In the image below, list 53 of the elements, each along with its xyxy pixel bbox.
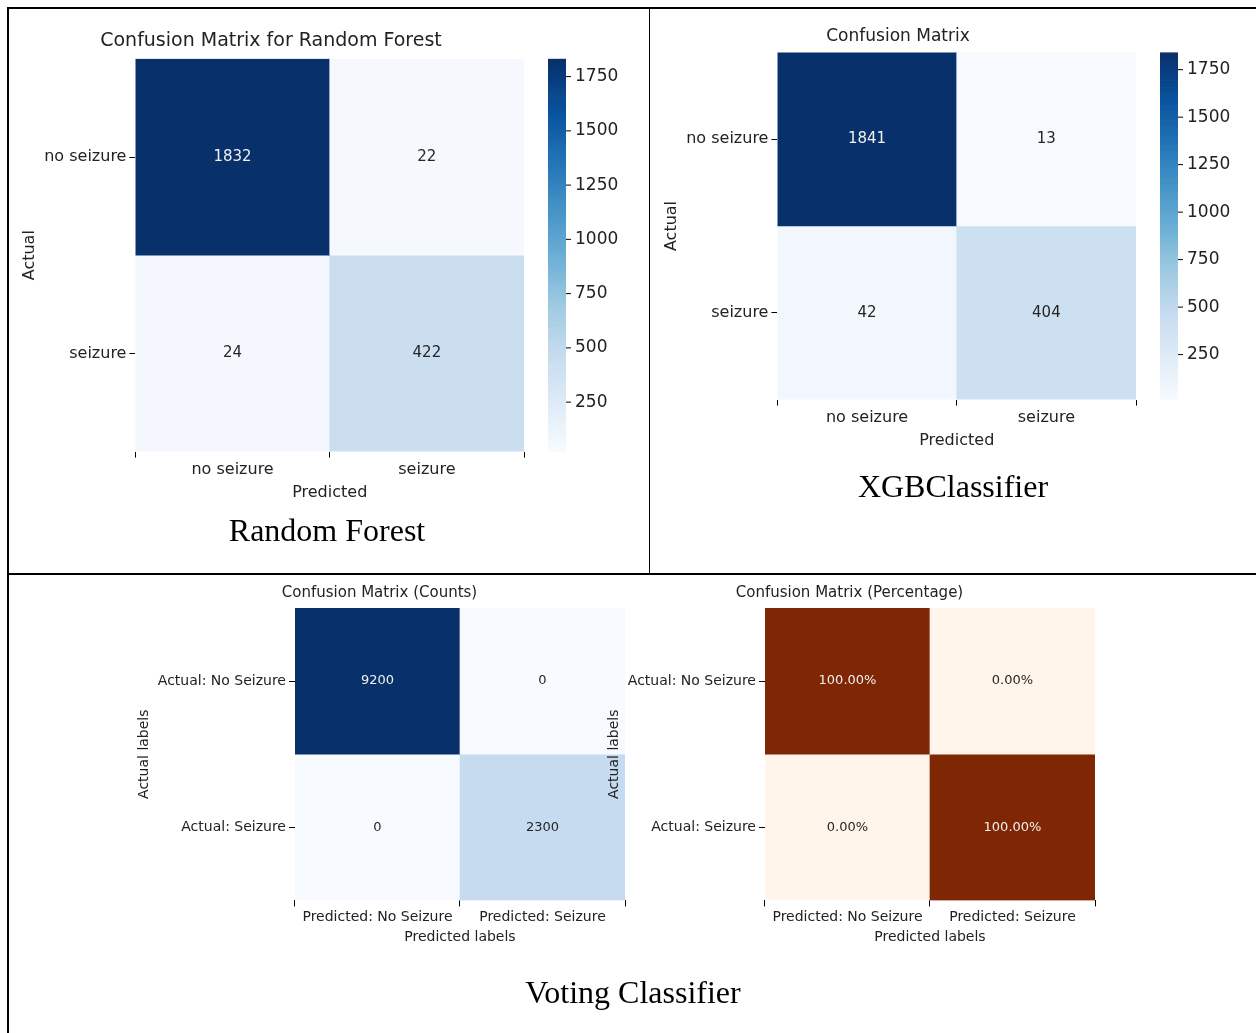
y-axis-title: Actual labels	[605, 709, 622, 799]
color-bar-label: 1000	[1187, 200, 1231, 221]
color-bar-label: 500	[1187, 295, 1220, 316]
data-label: 13	[1036, 129, 1056, 148]
chart-title: Confusion Matrix (Percentage)	[735, 582, 964, 601]
x-tick-label: Predicted: Seizure	[949, 908, 1076, 925]
data-label: 422	[412, 343, 442, 362]
color-bar-label: 250	[1187, 343, 1220, 364]
data-label: 0.00%	[991, 672, 1034, 688]
data-label: 100.00%	[983, 818, 1042, 834]
color-bar-label: 1250	[575, 173, 619, 194]
text: Voting Classifier	[525, 974, 741, 1011]
text: XGBClassifier	[857, 468, 1049, 505]
color-bar-label: 1750	[1187, 58, 1231, 79]
color-bar-label: 1000	[575, 227, 619, 248]
color-bar-label: 750	[1187, 248, 1220, 269]
color-bar-label: 1500	[575, 119, 619, 140]
y-tick-label: Actual: No Seizure	[157, 671, 286, 688]
data-label: 22	[417, 146, 437, 165]
data-label: 0	[373, 818, 382, 834]
color-bar-label: 500	[575, 336, 608, 357]
data-label: 1841	[847, 129, 887, 148]
data-label: 42	[857, 302, 877, 321]
data-label: 0	[538, 672, 547, 688]
data-label: 2300	[525, 818, 560, 834]
chart-title: Confusion Matrix	[826, 24, 970, 45]
y-axis-title: Actual	[660, 200, 680, 252]
data-label: 24	[223, 343, 243, 362]
data-label: 9200	[360, 672, 395, 688]
data-label: 0.00%	[826, 818, 869, 834]
chart-title: Confusion Matrix (Counts)	[281, 582, 478, 601]
y-axis-title: Actual	[18, 230, 38, 281]
data-label: 1832	[213, 146, 252, 165]
x-axis-title: Predicted labels	[404, 928, 516, 945]
y-axis-title: Actual labels	[135, 709, 152, 799]
y-tick-label: Actual: Seizure	[181, 817, 286, 834]
y-tick-label: Actual: No Seizure	[627, 671, 756, 688]
x-axis-title: Predicted labels	[874, 928, 986, 945]
x-axis-title: Predicted	[292, 481, 368, 501]
color-bar-label: 1500	[1187, 105, 1231, 126]
x-axis-title: Predicted	[919, 429, 995, 449]
x-tick-label: Predicted: Seizure	[479, 908, 606, 925]
x-tick-label: Predicted: No Seizure	[302, 908, 453, 925]
color-bar-label: 250	[575, 390, 608, 411]
data-label: 100.00%	[818, 672, 877, 688]
color-bar-label: 750	[575, 282, 608, 303]
color-bar-label: 1750	[575, 65, 619, 86]
text: Random Forest	[228, 512, 426, 549]
color-bar-label: 1250	[1187, 153, 1231, 174]
y-tick-label: Actual: Seizure	[651, 817, 756, 834]
chart-title: Confusion Matrix for Random Forest	[100, 28, 442, 51]
data-label: 404	[1032, 302, 1061, 321]
x-tick-label: Predicted: No Seizure	[772, 908, 923, 925]
